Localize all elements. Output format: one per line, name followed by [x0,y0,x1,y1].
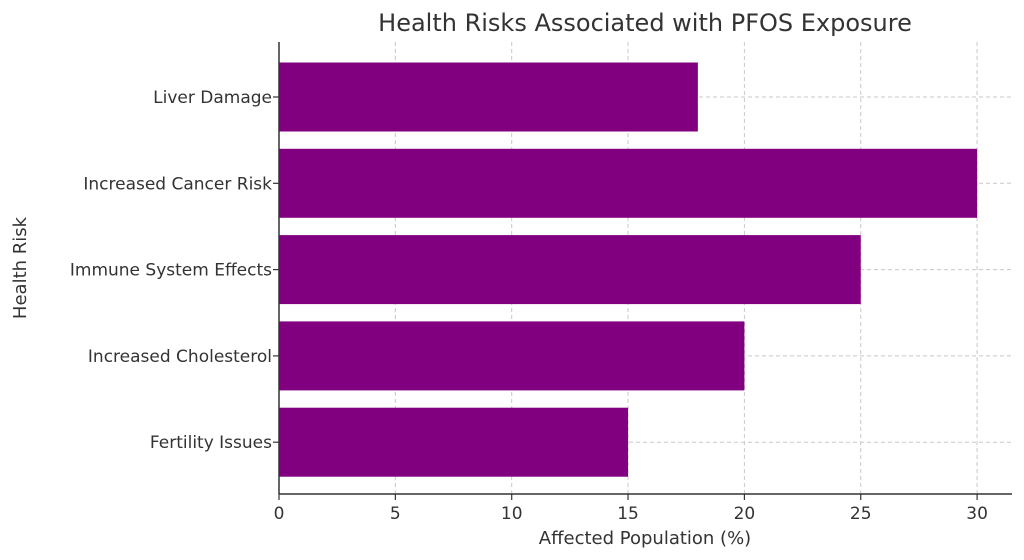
x-tick-label: 10 [501,504,523,524]
y-axis-ticks: Liver Damage Increased Cancer Risk Immune … [70,88,279,453]
bar [279,148,978,218]
bar [279,321,745,391]
x-tick-label: 20 [734,504,756,524]
x-axis-ticks: 0 5 10 15 20 25 30 [274,494,988,524]
y-tick-label: Liver Damage [153,88,272,108]
y-tick-label: Fertility Issues [150,433,272,453]
x-tick-label: 0 [274,504,285,524]
bar [279,407,629,477]
bar [279,235,861,305]
chart-title: Health Risks Associated with PFOS Exposu… [378,9,912,37]
x-axis-label: Affected Population (%) [539,528,751,549]
y-tick-label: Increased Cancer Risk [83,174,272,194]
x-tick-label: 30 [966,504,988,524]
y-tick-label: Increased Cholesterol [88,347,272,367]
y-axis-label: Health Risk [10,216,31,319]
bars [279,62,978,477]
x-tick-label: 5 [390,504,401,524]
y-tick-label: Immune System Effects [70,261,272,281]
x-tick-label: 15 [617,504,639,524]
bar [279,62,698,132]
x-tick-label: 25 [850,504,872,524]
